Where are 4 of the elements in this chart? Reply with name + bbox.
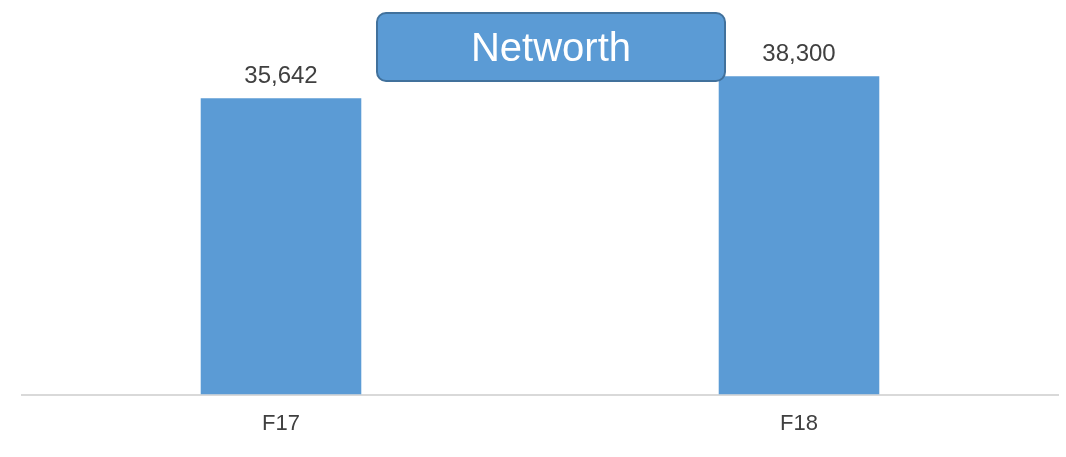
x-tick-label: F17 [262, 409, 300, 435]
data-label: 38,300 [762, 38, 836, 66]
x-tick-label: F18 [780, 409, 818, 435]
data-label: 35,642 [244, 60, 318, 88]
